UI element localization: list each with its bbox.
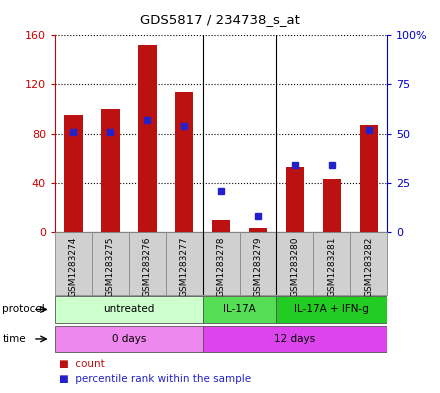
Text: GSM1283276: GSM1283276 (143, 237, 152, 298)
Text: GDS5817 / 234738_s_at: GDS5817 / 234738_s_at (140, 13, 300, 26)
Bar (64, 115, 83, 232)
Bar (166, 232, 203, 295)
Text: GSM1283279: GSM1283279 (253, 237, 263, 298)
Text: GSM1283275: GSM1283275 (106, 237, 115, 298)
Text: 0 days: 0 days (112, 334, 146, 344)
Bar (313, 232, 350, 295)
Bar (239, 232, 276, 295)
Text: IL-17A + IFN-g: IL-17A + IFN-g (294, 305, 369, 314)
Text: GSM1283280: GSM1283280 (290, 237, 300, 298)
Text: GSM1283274: GSM1283274 (69, 237, 78, 297)
Bar (203, 296, 276, 323)
Bar (55, 232, 92, 295)
Bar (286, 167, 304, 232)
Bar (359, 125, 378, 232)
Text: ■  count: ■ count (59, 358, 105, 369)
Bar (203, 326, 387, 352)
Bar (276, 232, 313, 295)
Bar (55, 296, 203, 323)
Text: GSM1283282: GSM1283282 (364, 237, 373, 297)
Bar (323, 179, 341, 232)
Text: GSM1283278: GSM1283278 (216, 237, 226, 298)
Bar (55, 326, 203, 352)
Bar (92, 232, 129, 295)
Bar (276, 296, 387, 323)
Text: IL-17A: IL-17A (223, 305, 256, 314)
Bar (249, 228, 267, 232)
Bar (101, 109, 120, 232)
Text: GSM1283277: GSM1283277 (180, 237, 189, 298)
Text: untreated: untreated (103, 305, 154, 314)
Bar (212, 220, 230, 232)
Bar (350, 232, 387, 295)
Bar (138, 45, 157, 232)
Bar (203, 232, 239, 295)
Text: time: time (2, 334, 26, 344)
Text: ■  percentile rank within the sample: ■ percentile rank within the sample (59, 374, 252, 384)
Bar (129, 232, 166, 295)
Bar (175, 92, 194, 232)
Text: 12 days: 12 days (275, 334, 315, 344)
Text: protocol: protocol (2, 305, 45, 314)
Text: GSM1283281: GSM1283281 (327, 237, 336, 298)
